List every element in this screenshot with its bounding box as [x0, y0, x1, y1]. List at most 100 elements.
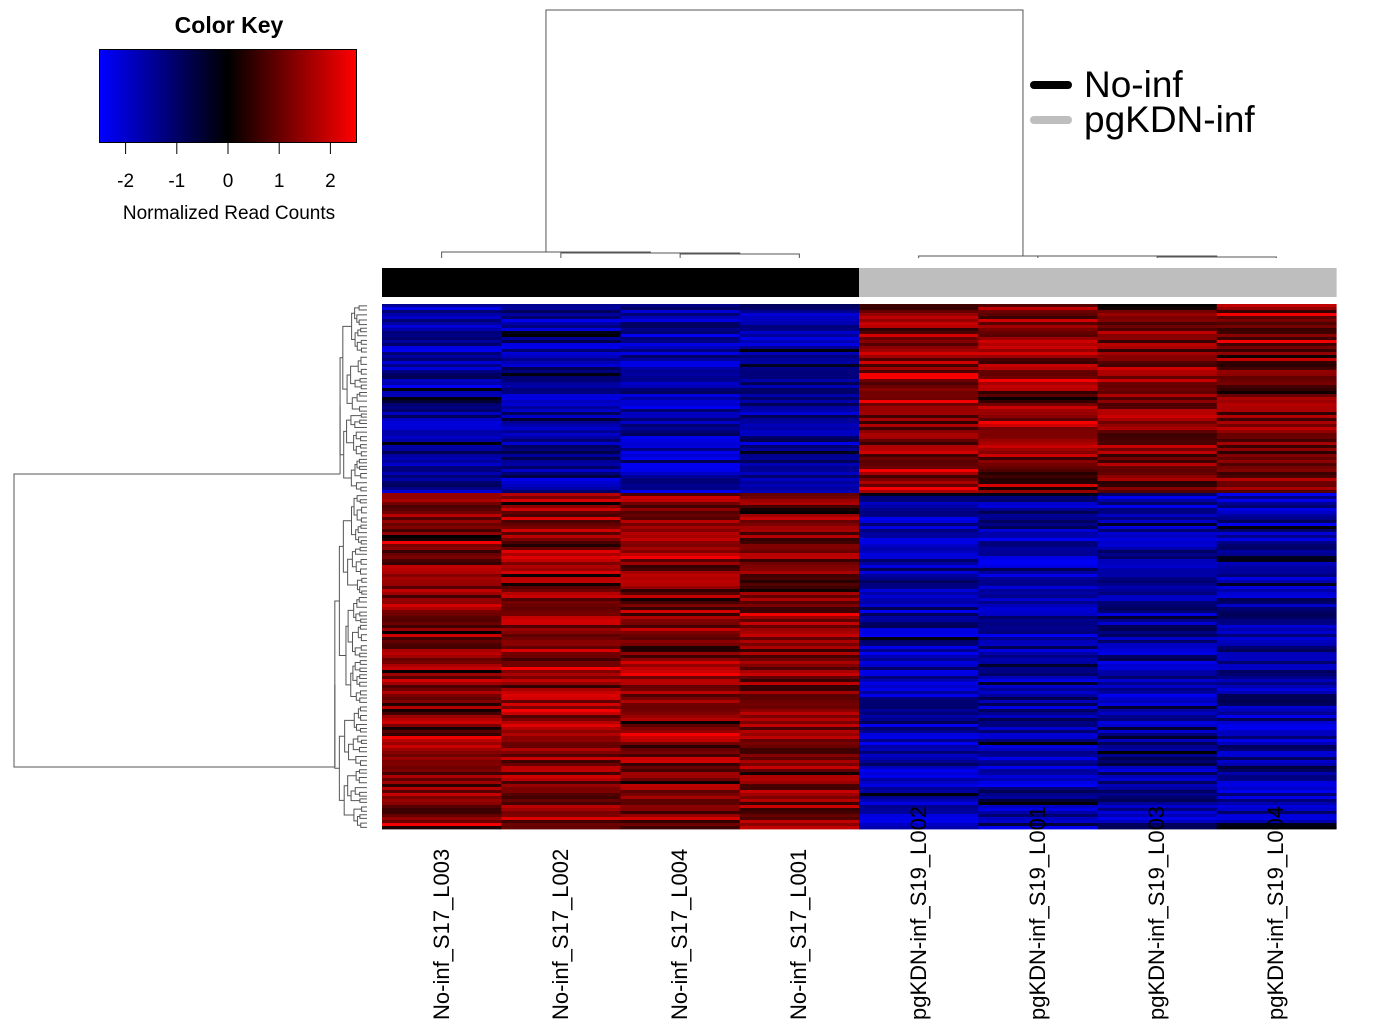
- heatmap-cell: [620, 649, 741, 653]
- heatmap-cell: [739, 466, 860, 470]
- heatmap-cell: [739, 442, 860, 446]
- heatmap-cell: [382, 802, 502, 806]
- heatmap-cell: [620, 475, 741, 479]
- heatmap-cell: [501, 649, 622, 653]
- heatmap-cell: [382, 652, 502, 656]
- heatmap-cell: [620, 529, 741, 533]
- heatmap-cell: [501, 316, 622, 320]
- heatmap-cell: [739, 814, 860, 818]
- heatmap-cell: [1097, 553, 1218, 557]
- heatmap-cell: [382, 376, 502, 380]
- heatmap-cell: [739, 451, 860, 455]
- heatmap-cell: [1097, 760, 1218, 764]
- row-dendrogram-branch: [359, 760, 364, 766]
- heatmap-cell: [978, 610, 1099, 614]
- heatmap-cell: [620, 367, 741, 371]
- heatmap-cell: [859, 418, 979, 422]
- heatmap-cell: [382, 718, 502, 722]
- heatmap-cell: [1216, 523, 1337, 527]
- heatmap-cell: [859, 565, 979, 569]
- heatmap-cell: [1097, 646, 1218, 650]
- heatmap-cell: [978, 469, 1099, 473]
- heatmap-cell: [1097, 481, 1218, 485]
- heatmap-cell: [1097, 334, 1218, 338]
- heatmap-cell: [739, 826, 860, 830]
- heatmap-cell: [501, 625, 622, 629]
- heatmap-cell: [382, 391, 502, 395]
- heatmap-cell: [1097, 586, 1218, 590]
- heatmap-cell: [739, 655, 860, 659]
- row-dendrogram-branch: [360, 444, 364, 449]
- heatmap-cell: [1216, 367, 1337, 371]
- heatmap-cell: [859, 385, 979, 389]
- heatmap-cell: [620, 667, 741, 671]
- heatmap-cell: [501, 823, 622, 827]
- heatmap-cell: [859, 823, 979, 827]
- heatmap-cell: [1097, 364, 1218, 368]
- heatmap-cell: [978, 820, 1099, 824]
- heatmap-cell: [739, 328, 860, 332]
- heatmap-cell: [1216, 742, 1337, 746]
- heatmap-cell: [739, 718, 860, 722]
- heatmap-cell: [382, 409, 502, 413]
- heatmap-cell: [1216, 316, 1337, 320]
- heatmap-cell: [978, 550, 1099, 554]
- heatmap-cell: [978, 358, 1099, 362]
- row-dendrogram-branch: [356, 816, 361, 826]
- heatmap-cell: [978, 703, 1099, 707]
- heatmap-cell: [859, 799, 979, 803]
- heatmap-cell: [1216, 805, 1337, 809]
- heatmap-cell: [620, 778, 741, 782]
- heatmap-cell: [859, 685, 979, 689]
- heatmap-cell: [978, 643, 1099, 647]
- heatmap-cell: [978, 775, 1099, 779]
- heatmap-cell: [1216, 793, 1337, 797]
- heatmap-cell: [382, 661, 502, 665]
- heatmap-cell: [739, 394, 860, 398]
- heatmap-cell: [978, 580, 1099, 584]
- row-dendrogram-branch: [358, 777, 364, 784]
- heatmap-cell: [1097, 580, 1218, 584]
- heatmap-cell: [978, 475, 1099, 479]
- heatmap-cell: [1216, 670, 1337, 674]
- heatmap-cell: [1216, 574, 1337, 578]
- heatmap-cell: [620, 811, 741, 815]
- heatmap-cell: [739, 457, 860, 461]
- heatmap-cell: [859, 316, 979, 320]
- heatmap-cell: [739, 364, 860, 368]
- heatmap-cell: [978, 799, 1099, 803]
- heatmap-cell: [382, 502, 502, 506]
- heatmap-cell: [859, 583, 979, 587]
- heatmap-cell: [620, 412, 741, 416]
- heatmap-cell: [620, 337, 741, 341]
- heatmap-cell: [382, 793, 502, 797]
- heatmap-cell: [739, 760, 860, 764]
- heatmap-cell: [382, 328, 502, 332]
- heatmap-cell: [1216, 661, 1337, 665]
- heatmap-cell: [1097, 607, 1218, 611]
- heatmap-cell: [1097, 754, 1218, 758]
- heatmap-cell: [501, 340, 622, 344]
- heatmap-cell: [739, 661, 860, 665]
- heatmap-cell: [1216, 673, 1337, 677]
- heatmap-cell: [859, 430, 979, 434]
- color-key-title: Color Key: [174, 12, 284, 38]
- heatmap-cell: [978, 742, 1099, 746]
- heatmap-cell: [859, 391, 979, 395]
- heatmap-cell: [978, 337, 1099, 341]
- heatmap-cell: [978, 505, 1099, 509]
- heatmap-cell: [501, 460, 622, 464]
- heatmap-cell: [1216, 538, 1337, 542]
- heatmap-cell: [1097, 793, 1218, 797]
- heatmap-cell: [859, 643, 979, 647]
- heatmap-cell: [1097, 712, 1218, 716]
- heatmap-cell: [382, 655, 502, 659]
- heatmap-cell: [501, 529, 622, 533]
- heatmap-cell: [739, 415, 860, 419]
- heatmap-cell: [620, 628, 741, 632]
- row-dendrogram-branch: [358, 597, 364, 603]
- heatmap-cell: [1216, 823, 1337, 827]
- row-dendrogram-branch: [344, 719, 355, 753]
- heatmap-cell: [739, 562, 860, 566]
- heatmap-cell: [1216, 340, 1337, 344]
